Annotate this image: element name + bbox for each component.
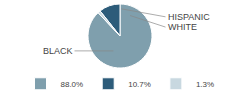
svg-text:1.3%: 1.3% xyxy=(196,80,214,89)
svg-text:10.7%: 10.7% xyxy=(128,80,151,89)
svg-text:WHITE: WHITE xyxy=(168,22,197,32)
svg-text:88.0%: 88.0% xyxy=(61,80,84,89)
svg-text:BLACK: BLACK xyxy=(43,46,73,56)
svg-text:HISPANIC: HISPANIC xyxy=(168,12,210,22)
